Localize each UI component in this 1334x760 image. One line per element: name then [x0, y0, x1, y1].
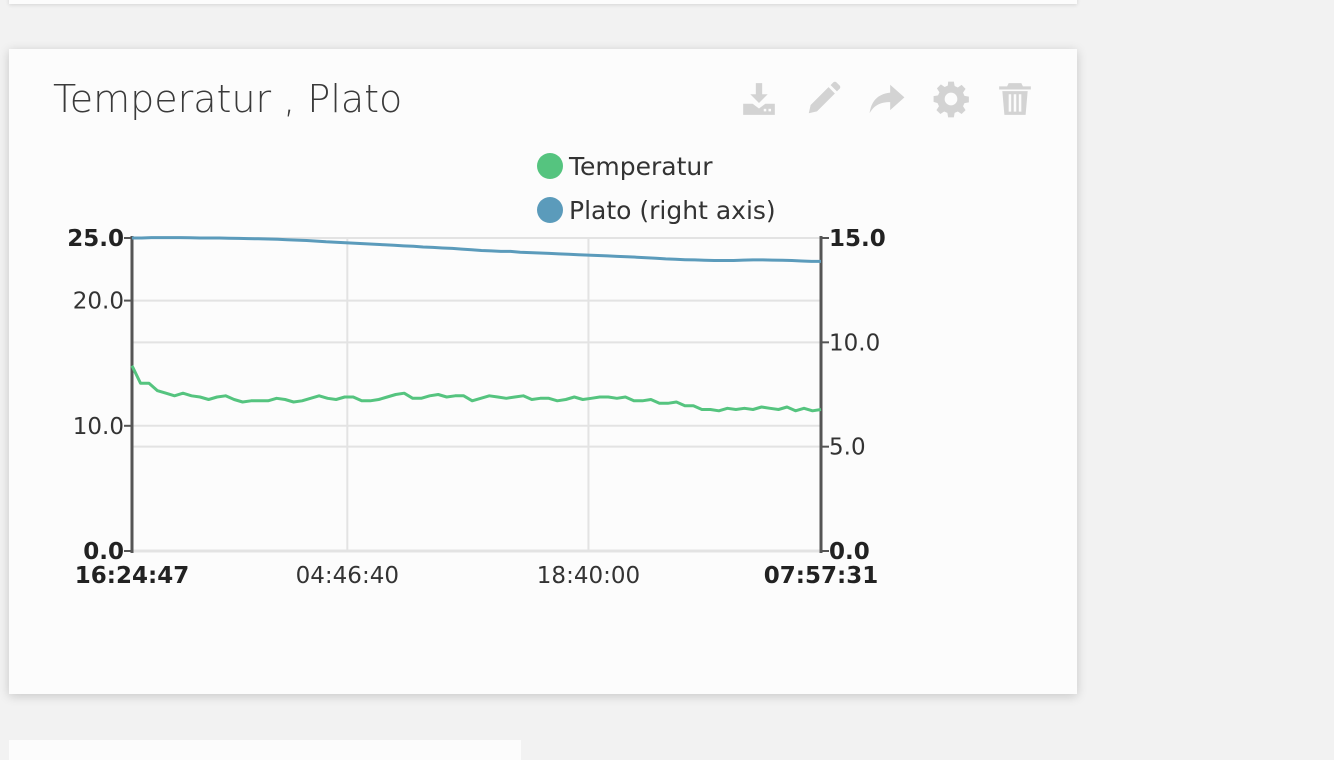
edit-button[interactable] [803, 79, 843, 119]
y-right-tick-label: 15.0 [829, 226, 886, 252]
series-line-temperatur [130, 365, 822, 413]
x-tick-label: 04:46:40 [296, 563, 399, 589]
legend-dot-plato [537, 197, 563, 223]
gear-icon [933, 81, 969, 118]
legend-label-plato: Plato (right axis) [569, 195, 776, 225]
y-right-tick-label: 5.0 [829, 435, 866, 461]
share-icon [869, 84, 905, 114]
y-right-tick-label: 10.0 [829, 330, 880, 356]
chart-legend: Temperatur Plato (right axis) [537, 144, 776, 232]
y-left-tick-label: 25.0 [67, 226, 124, 252]
series-line-plato [132, 236, 821, 263]
card-toolbar [739, 79, 1035, 119]
line-chart: 0.0 10.0 20.0 25.0 0.0 5.0 10.0 15.0 16:24:47 04:… [67, 226, 886, 589]
pencil-icon [808, 81, 841, 114]
previous-card [9, 0, 1077, 4]
legend-item-plato[interactable]: Plato (right axis) [537, 188, 776, 232]
delete-button[interactable] [995, 79, 1035, 119]
download-button[interactable] [739, 79, 779, 119]
download-icon [743, 83, 775, 115]
y-left-tick-label: 10.0 [73, 414, 124, 440]
next-card [9, 740, 521, 760]
chart-card: Temperatur , Plato [9, 49, 1077, 694]
y-left-tick-label: 0.0 [83, 539, 124, 565]
legend-dot-temperatur [537, 153, 563, 179]
y-left-tick-label: 20.0 [73, 289, 124, 315]
card-title: Temperatur , Plato [53, 77, 403, 121]
legend-item-temperatur[interactable]: Temperatur [537, 144, 776, 188]
x-tick-label: 18:40:00 [537, 563, 640, 589]
y-right-tick-label: 0.0 [829, 539, 870, 565]
legend-label-temperatur: Temperatur [569, 151, 713, 181]
settings-button[interactable] [931, 79, 971, 119]
x-tick-label: 16:24:47 [75, 563, 189, 589]
share-button[interactable] [867, 79, 907, 119]
x-tick-label: 07:57:31 [764, 563, 878, 589]
trash-icon [999, 83, 1031, 115]
